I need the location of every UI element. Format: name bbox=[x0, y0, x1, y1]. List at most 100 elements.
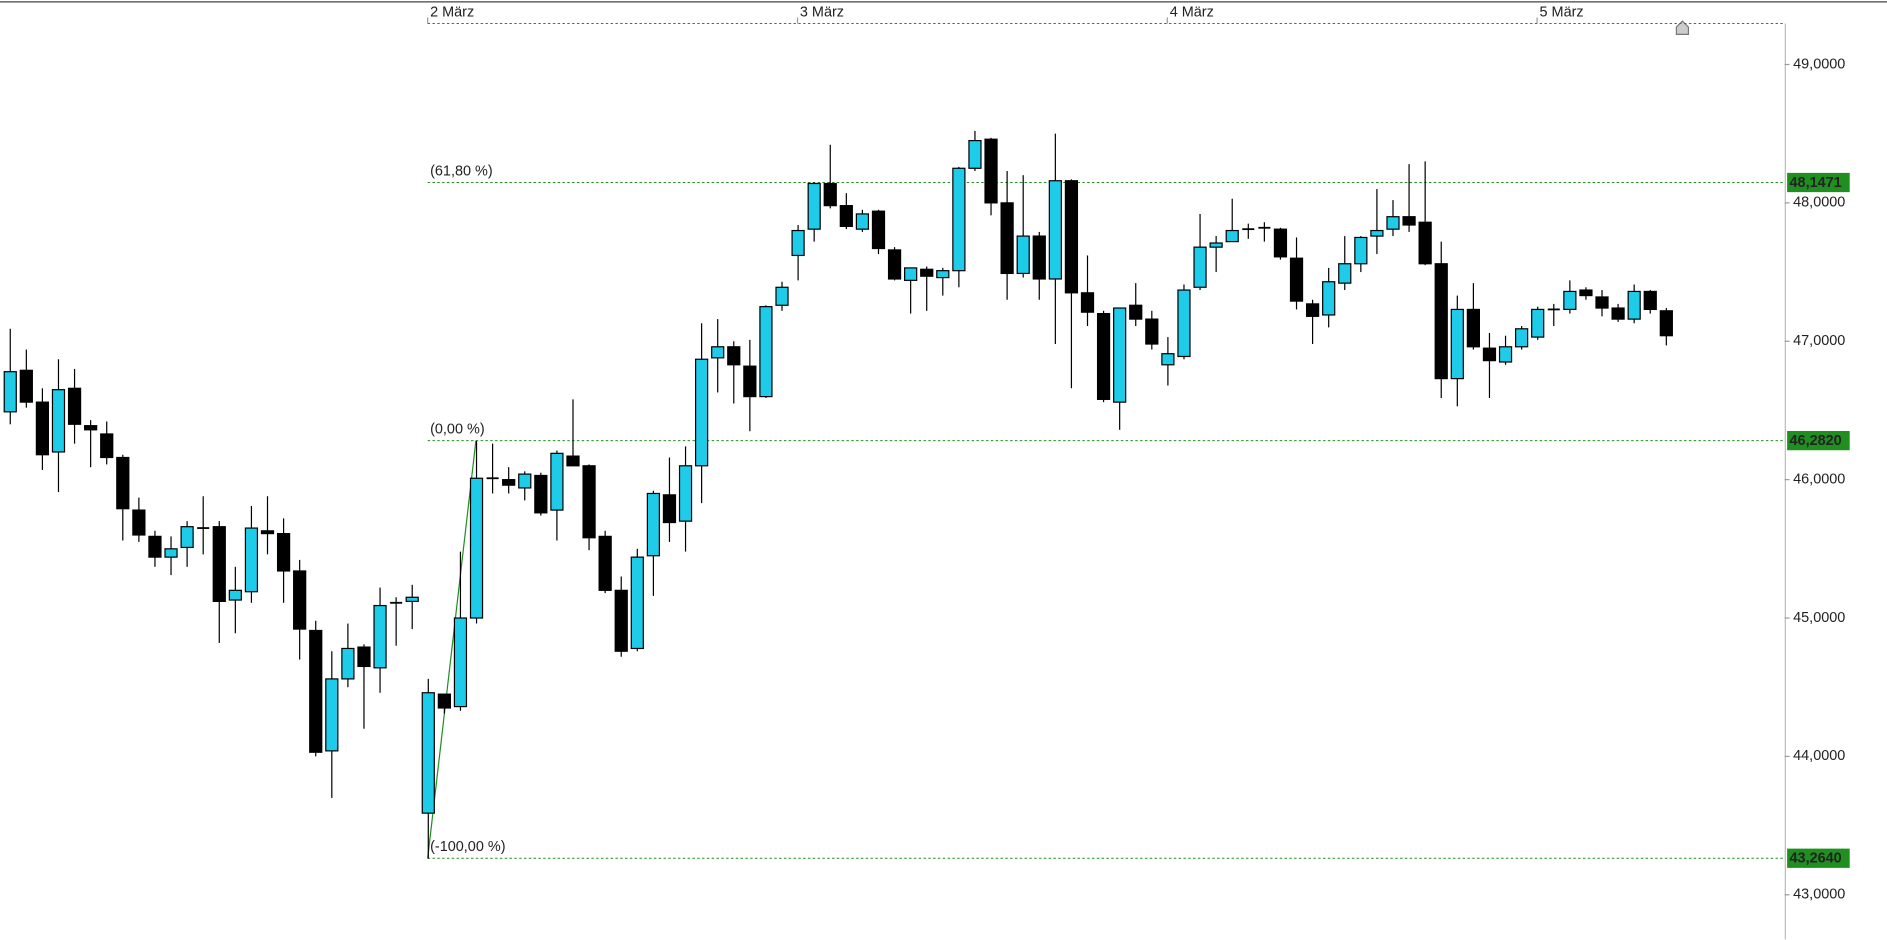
candle-body bbox=[1145, 318, 1159, 345]
candle-body bbox=[839, 205, 853, 227]
home-icon[interactable] bbox=[1675, 20, 1690, 35]
candle-body bbox=[678, 465, 693, 522]
fib-level-name: (61,80 %) bbox=[430, 163, 493, 179]
fib-price-label: 48,1471 bbox=[1790, 175, 1842, 191]
candle-body bbox=[1177, 289, 1191, 358]
candle-body bbox=[646, 492, 661, 557]
y-tick-label: 43,0000 bbox=[1793, 887, 1845, 903]
candle-body bbox=[67, 387, 82, 425]
candle-body bbox=[1579, 289, 1593, 297]
candle-body bbox=[293, 570, 307, 630]
candle-body bbox=[244, 527, 259, 593]
y-tick-label: 47,0000 bbox=[1793, 333, 1845, 349]
candle-body bbox=[3, 371, 17, 413]
candle-body bbox=[148, 535, 162, 558]
candle-body bbox=[711, 346, 725, 359]
candle-body bbox=[598, 535, 612, 591]
candle-body bbox=[180, 526, 194, 549]
candle-body bbox=[1595, 296, 1609, 309]
candle-body bbox=[19, 369, 33, 403]
x-tick-label: 2 März bbox=[430, 5, 474, 21]
candle-body bbox=[743, 365, 757, 398]
candle-body bbox=[1386, 216, 1400, 230]
candle-body bbox=[164, 548, 178, 558]
candle-body bbox=[1064, 180, 1079, 294]
fib-price-box bbox=[1787, 430, 1850, 451]
x-tick-label: 5 März bbox=[1540, 5, 1584, 21]
candle-body bbox=[1048, 180, 1062, 280]
candle-body bbox=[614, 589, 628, 652]
candle-body bbox=[100, 433, 114, 459]
candle-body bbox=[759, 306, 773, 398]
candle-body bbox=[212, 526, 226, 603]
candle-body bbox=[1498, 346, 1513, 363]
candle-body bbox=[1016, 235, 1030, 275]
candle-body bbox=[469, 477, 484, 619]
fib-price-box bbox=[1787, 172, 1850, 193]
candle-body bbox=[1338, 263, 1352, 284]
y-tick-label: 44,0000 bbox=[1793, 748, 1845, 764]
candle-body bbox=[1354, 236, 1368, 265]
candle-body bbox=[1418, 221, 1432, 265]
candle-body bbox=[920, 268, 934, 277]
candle-body bbox=[823, 182, 837, 207]
x-tick-label: 3 März bbox=[800, 5, 844, 21]
candle-body bbox=[662, 494, 677, 524]
candle-body bbox=[791, 229, 805, 257]
candle-body bbox=[936, 270, 950, 279]
candle-body bbox=[1289, 257, 1304, 302]
candle-body bbox=[309, 629, 323, 753]
candle-body bbox=[1161, 353, 1175, 366]
candle-body bbox=[582, 465, 596, 539]
candle-body bbox=[1627, 290, 1641, 320]
candle-body bbox=[421, 692, 435, 814]
candle-body bbox=[1402, 216, 1416, 226]
candle-body bbox=[968, 139, 982, 169]
candle-body bbox=[518, 473, 532, 489]
candle-body bbox=[1659, 310, 1673, 337]
candle-body bbox=[437, 693, 451, 709]
candle-body bbox=[1000, 202, 1014, 275]
y-tick-label: 45,0000 bbox=[1793, 610, 1845, 626]
candle-body bbox=[855, 213, 870, 230]
candle-body bbox=[566, 455, 580, 467]
candle-body bbox=[904, 267, 918, 281]
candle-body bbox=[373, 604, 387, 669]
candle-body bbox=[132, 509, 146, 536]
x-tick-label: 4 März bbox=[1170, 5, 1214, 21]
candle-body bbox=[727, 346, 741, 366]
fib-trend-line bbox=[427, 440, 477, 859]
candle-body bbox=[1032, 235, 1046, 280]
candle-body bbox=[775, 286, 789, 306]
candle-body bbox=[1434, 263, 1448, 380]
candle-body bbox=[1531, 308, 1545, 338]
candle-body bbox=[1643, 290, 1657, 311]
candle-body bbox=[1305, 303, 1320, 317]
candle-body bbox=[35, 401, 50, 456]
candle-body bbox=[1080, 292, 1095, 313]
candle-body bbox=[260, 530, 275, 535]
candle-body bbox=[534, 474, 548, 514]
candle-body bbox=[1322, 281, 1336, 316]
candle-body bbox=[276, 533, 291, 572]
fib-level-name: (0,00 %) bbox=[430, 422, 485, 438]
candle-body bbox=[630, 556, 644, 650]
candle-body bbox=[871, 210, 886, 250]
y-tick-label: 49,0000 bbox=[1793, 56, 1845, 72]
candle-body bbox=[1370, 229, 1384, 237]
candle-body bbox=[116, 456, 130, 510]
candle-body bbox=[1611, 307, 1625, 320]
candle-body bbox=[357, 646, 371, 668]
candle-body bbox=[1466, 308, 1481, 348]
candle-body bbox=[1450, 308, 1464, 380]
fib-price-label: 43,2640 bbox=[1790, 851, 1842, 867]
candle-body bbox=[51, 389, 66, 453]
candle-body bbox=[1482, 347, 1497, 362]
candle-body bbox=[952, 167, 966, 272]
candle-body bbox=[228, 589, 242, 601]
candle-body bbox=[1273, 228, 1288, 258]
candle-body bbox=[502, 479, 516, 486]
candle-body bbox=[1515, 328, 1529, 348]
candle-body bbox=[1193, 246, 1207, 288]
